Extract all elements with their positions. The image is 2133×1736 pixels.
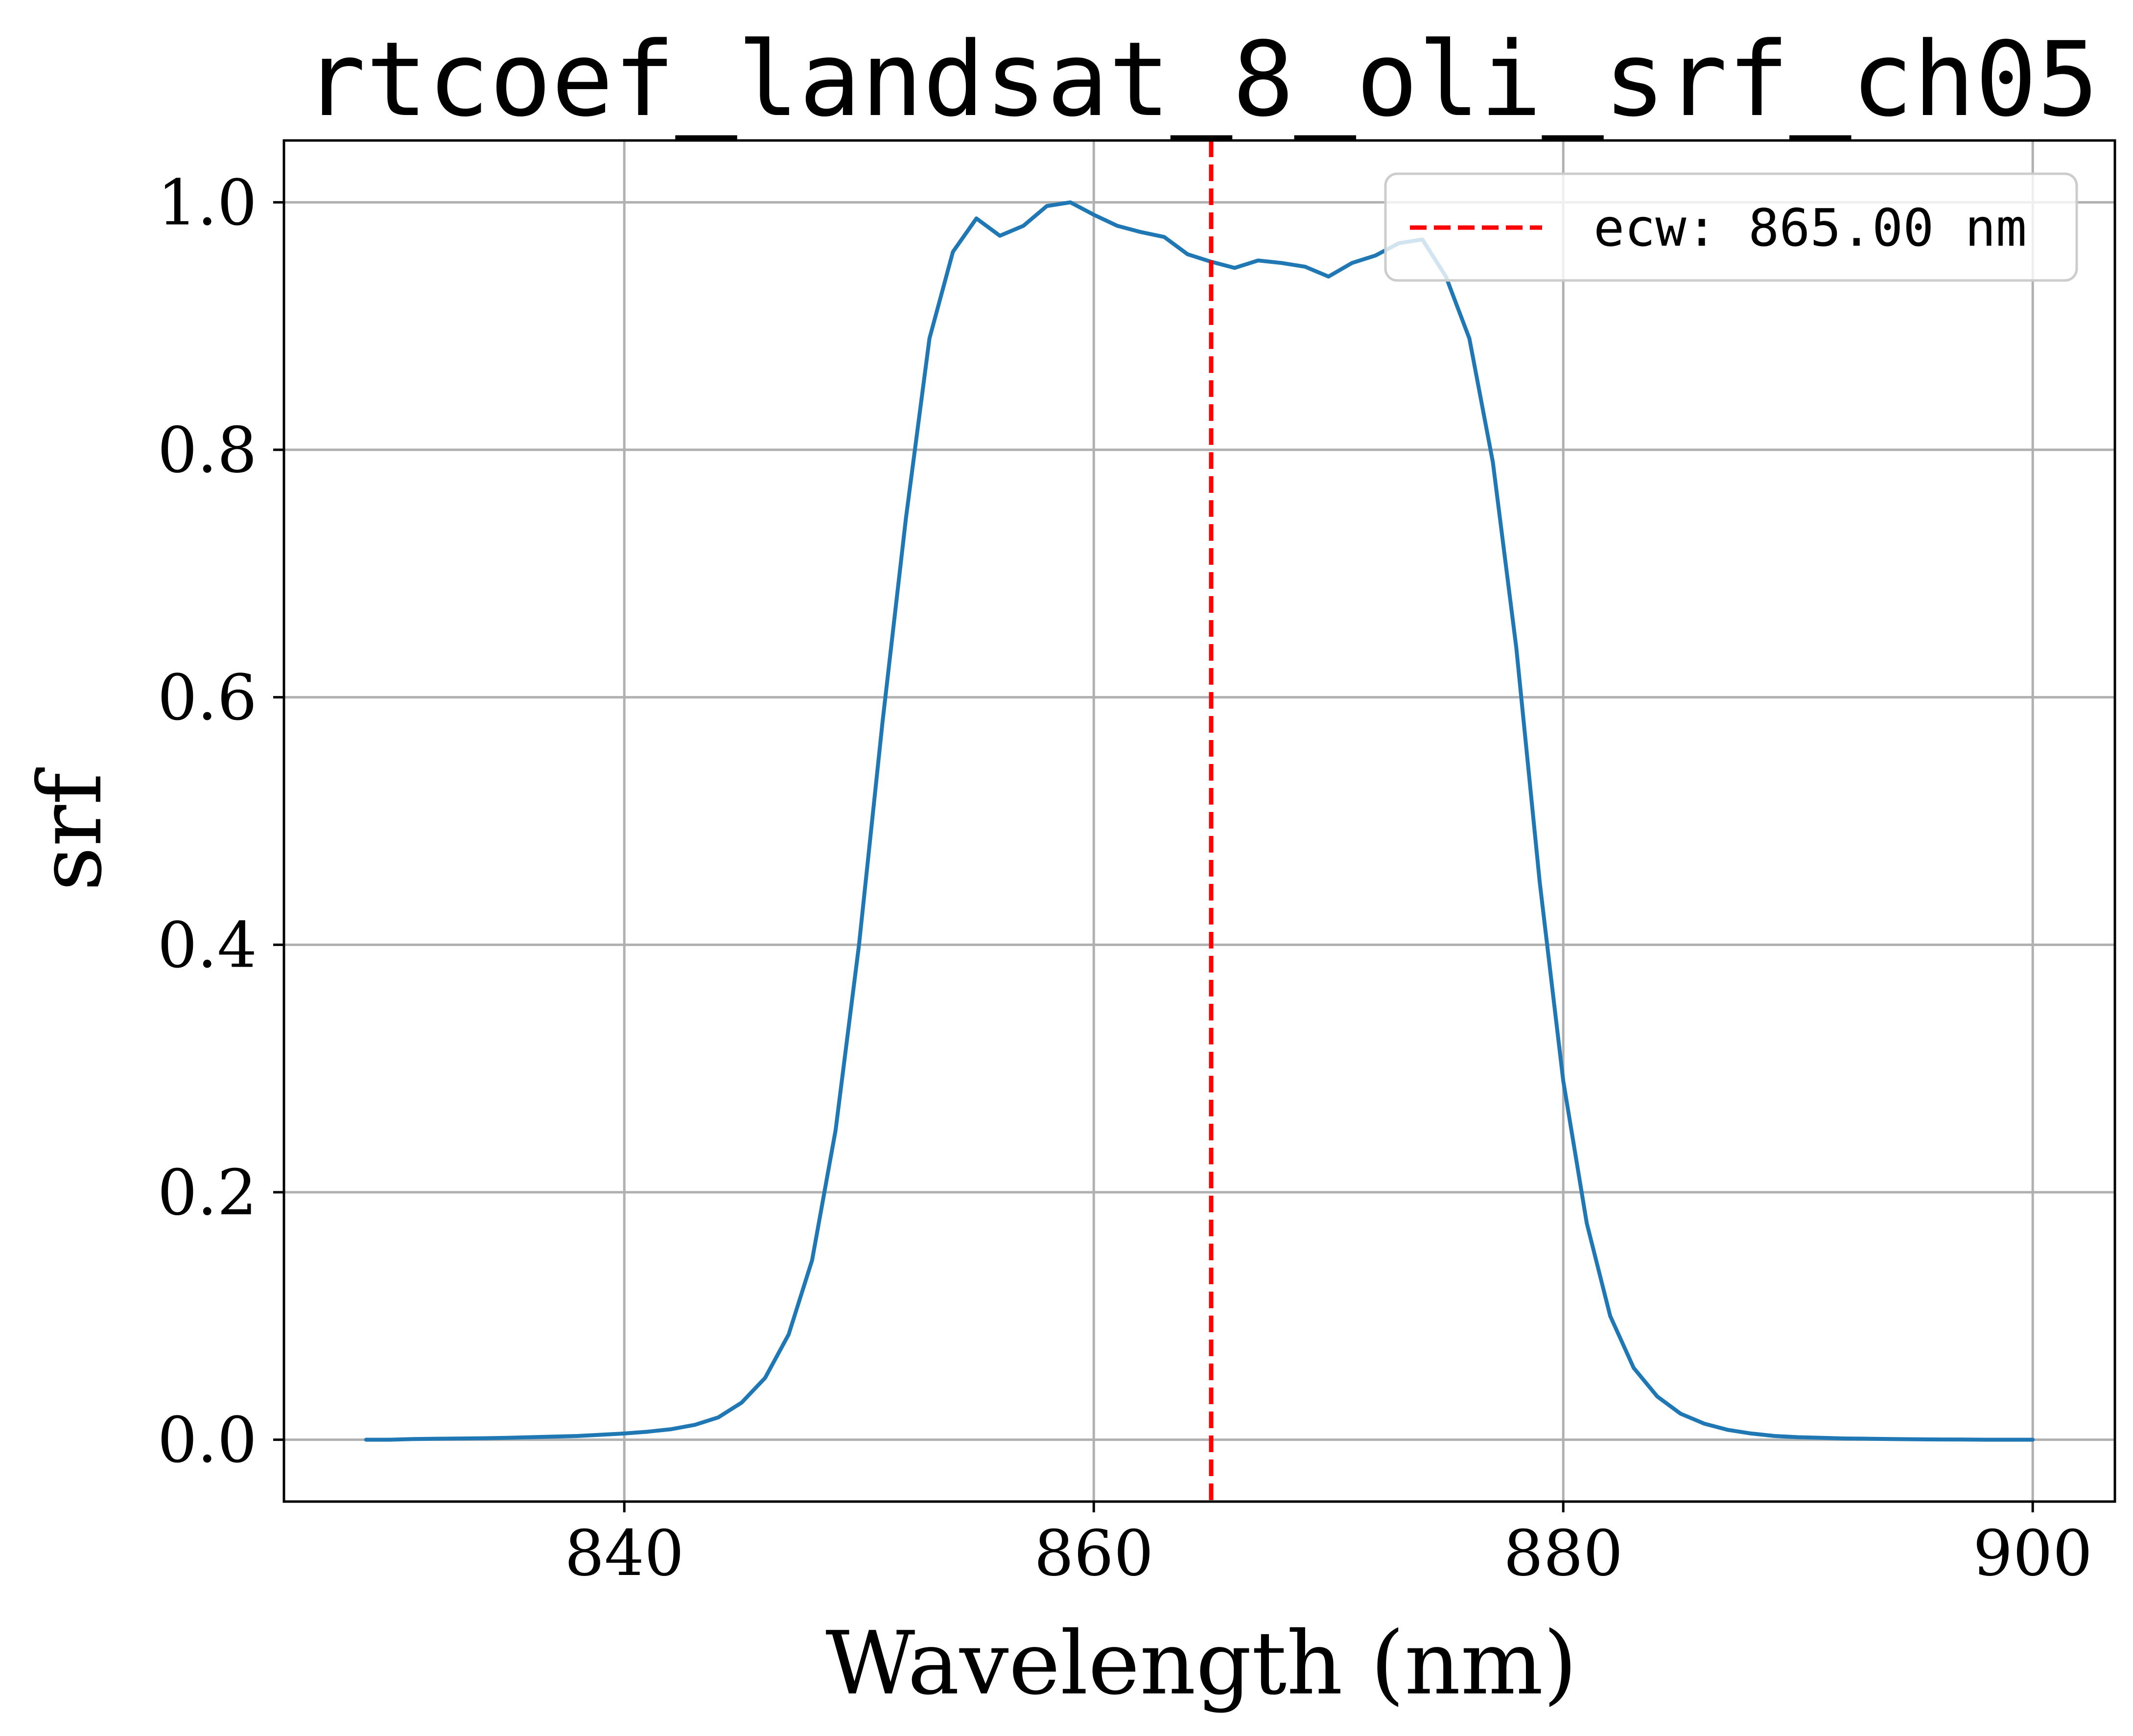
chart-title: rtcoef_landsat_8_oli_srf_ch05 [304, 20, 2099, 139]
y-tick-label-3: 0.6 [157, 662, 257, 735]
plot-area [364, 140, 2035, 1502]
x-axis-label: Wavelength (nm) [825, 1613, 1577, 1714]
y-axis-label: srf [20, 767, 121, 891]
x-tick-label-880: 880 [1503, 1517, 1623, 1590]
legend-box [1384, 172, 2078, 282]
legend: ecw: 865.00 nm [1384, 172, 2078, 282]
y-tick-label-1: 0.2 [157, 1157, 257, 1229]
x-tick-label-840: 840 [564, 1517, 684, 1590]
x-tick-label-860: 860 [1034, 1517, 1153, 1590]
plot-frame [282, 139, 2116, 1503]
x-tick-label-900: 900 [1973, 1517, 2092, 1590]
y-tick-label-5: 1.0 [157, 166, 257, 239]
axis-ticks: 840 860 880 900 0.0 0.2 0.4 0.6 0.8 1.0 [157, 166, 2092, 1590]
y-tick-label-0: 0.0 [157, 1404, 257, 1477]
y-tick-label-2: 0.4 [157, 909, 257, 982]
y-tick-label-4: 0.8 [157, 414, 257, 487]
legend-label-ecw: ecw: 865.00 nm [1594, 198, 2027, 258]
series-line-0 [364, 200, 2035, 1442]
